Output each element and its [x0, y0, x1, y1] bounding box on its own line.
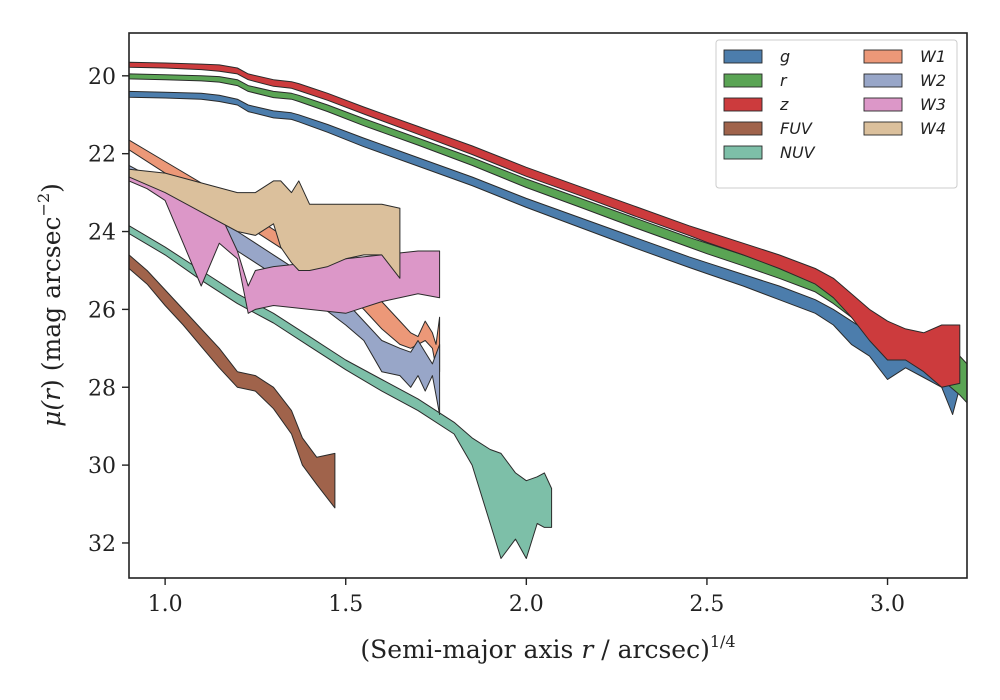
legend-swatch-nuv	[723, 145, 763, 160]
ticks-layer: 1.0 1.5 2.0 2.5 3.0 20 22 24 26 28 30 32	[88, 65, 905, 617]
legend-label-w1: W1	[920, 47, 946, 66]
legend-label-w4: W4	[920, 119, 946, 138]
legend-label-fuv: FUV	[780, 119, 813, 138]
x-tick-label: 1.0	[148, 592, 183, 617]
legend-label-w2: W2	[920, 71, 946, 90]
series-layer	[129, 61, 967, 559]
plot-frame	[128, 32, 968, 579]
series-band-fuv	[129, 254, 336, 509]
series-band-nuv	[129, 225, 553, 559]
y-tick-label: 20	[88, 65, 116, 90]
y-tick-label: 24	[88, 221, 116, 246]
x-tick-label: 2.5	[689, 592, 724, 617]
legend-swatch-r	[723, 73, 763, 88]
legend-swatch-w2	[863, 73, 903, 88]
x-tick-label: 3.0	[870, 592, 905, 617]
y-axis-label: μ(r) (mag arcsec−2)	[34, 183, 66, 427]
legend-entries: grz FUV NUV W1 W2 W3 W4	[723, 47, 946, 162]
x-tick-label: 1.5	[328, 592, 363, 617]
series-band-z	[129, 61, 961, 388]
y-tick-label: 32	[88, 532, 116, 557]
legend-swatch-z	[723, 97, 763, 112]
series-band-r	[129, 73, 967, 404]
legend-swatch-g	[723, 49, 763, 64]
y-tick-label: 22	[88, 143, 116, 168]
legend-swatch-w1	[863, 49, 903, 64]
y-tick-label: 26	[88, 298, 116, 323]
legend-label-g: g	[780, 47, 790, 66]
legend-label-r: r	[780, 71, 788, 90]
legend-swatch-w3	[863, 97, 903, 112]
series-band-w4	[129, 168, 401, 279]
legend-label-nuv: NUV	[780, 143, 816, 162]
legend-label-w3: W3	[920, 95, 946, 114]
x-tick-label: 2.0	[509, 592, 544, 617]
y-tick-label: 30	[88, 454, 116, 479]
x-axis-label: (Semi-major axis r / arcsec)1/4	[360, 632, 735, 664]
legend: grz FUV NUV W1 W2 W3 W4	[715, 39, 958, 189]
y-tick-label: 28	[88, 376, 116, 401]
legend-swatch-w4	[863, 121, 903, 136]
legend-swatch-fuv	[723, 121, 763, 136]
legend-label-z: z	[779, 95, 789, 114]
